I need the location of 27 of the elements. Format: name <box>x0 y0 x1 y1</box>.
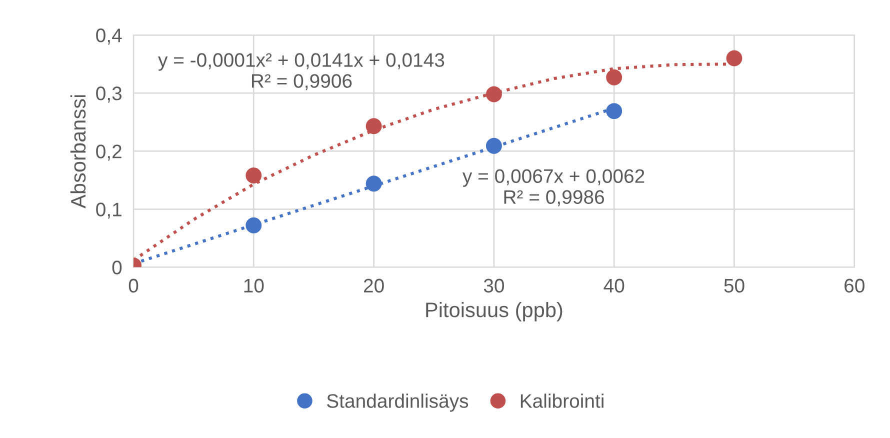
y-tick-label: 0,3 <box>96 86 122 103</box>
point <box>246 168 262 184</box>
x-tick-label: 60 <box>844 278 864 293</box>
legend-label: Kalibrointi <box>520 394 604 408</box>
x-axis-title: Pitoisuus (ppb) <box>426 302 562 322</box>
x-tick-label: 30 <box>484 278 504 293</box>
point <box>606 69 622 86</box>
point <box>366 118 382 134</box>
x-tick-label: 20 <box>364 278 384 293</box>
y-tick-label: 0,1 <box>96 202 122 219</box>
x-tick-label: 0 <box>128 278 138 293</box>
point <box>486 138 502 154</box>
x-tick-label: 40 <box>604 278 624 293</box>
annotation: y = 0,0067x + 0,0062 R² = 0,9986 <box>462 169 644 206</box>
y-tick-label: 0 <box>112 260 122 274</box>
x-tick-label: 10 <box>244 278 264 293</box>
annotation: y = -0,0001x² + 0,0141x + 0,0143 R² = 0,9906 <box>158 53 444 90</box>
x-tick-label: 50 <box>724 278 744 293</box>
point <box>486 86 502 102</box>
point <box>246 217 262 234</box>
y-tick-label: 0,4 <box>96 28 122 45</box>
y-axis-title: Absorbanssi <box>70 95 86 208</box>
point <box>366 176 382 192</box>
point <box>606 103 622 120</box>
y-tick-label: 0,2 <box>96 144 122 161</box>
legend-label: Standardinlisäys <box>327 394 468 412</box>
point <box>726 50 742 66</box>
